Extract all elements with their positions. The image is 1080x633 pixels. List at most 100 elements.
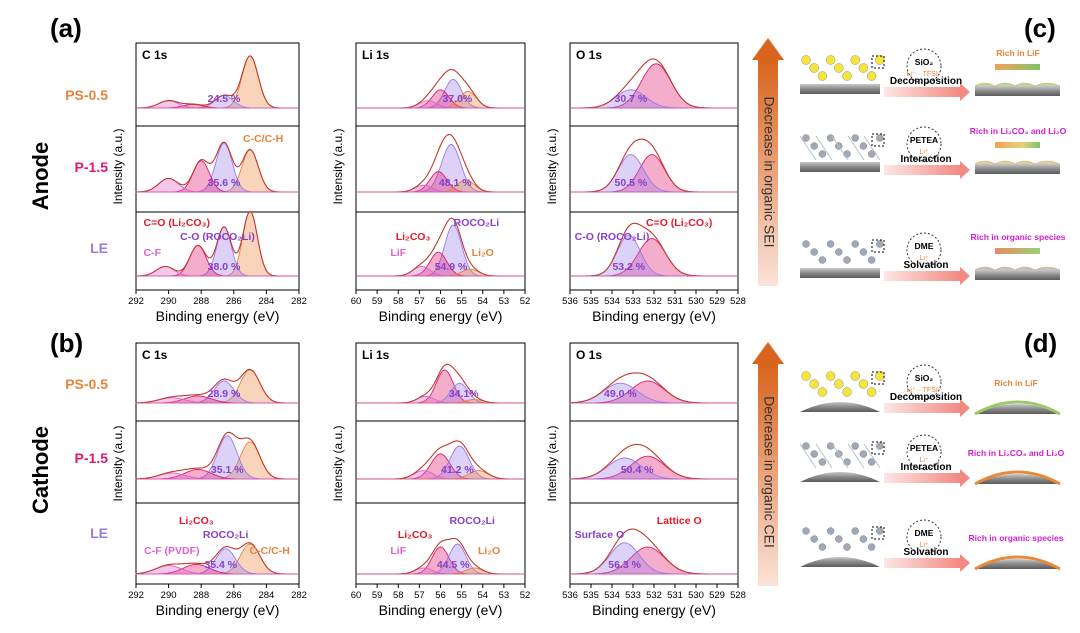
chart-b-1: Li 1s 60 59 58 57 56 55 54 53 52 Binding energy (e…: [331, 342, 530, 618]
chart-a-1: Li 1s 60 59 58 57 56 55 54 53 52 Binding energy (e…: [331, 42, 531, 324]
x-tick-label: 58: [393, 590, 404, 601]
electrolyte-particle: [876, 240, 884, 248]
zoom-circle: [906, 126, 942, 162]
chart-a-0: C 1s 292 290 288 286 284 282 Binding energy (eV…: [111, 42, 307, 324]
electrolyte-particle: [818, 150, 827, 158]
peak-annotation: Lattice O: [657, 515, 702, 527]
electrolyte-particle: [843, 256, 851, 264]
electrolyte-particle: [826, 240, 835, 248]
electrode-substrate: [800, 84, 880, 94]
sample-label-le-cathode: LE: [90, 525, 108, 541]
electrolyte-particle: [858, 63, 869, 73]
electrolyte-particle: [834, 379, 844, 389]
circle-ion-label: Li⁺: [919, 149, 928, 156]
sei-layer: [974, 160, 1061, 165]
process-arrow: [884, 558, 960, 568]
x-tick-label: 528: [730, 296, 746, 307]
electrolyte-particle: [851, 240, 859, 248]
zoom-box: [871, 133, 885, 147]
electrolyte-particle: [851, 134, 859, 142]
chart-title: O 1s: [576, 348, 602, 362]
electrolyte-particle: [867, 256, 876, 264]
electrolyte-particle: [859, 535, 868, 543]
peak-annotation: C-C/C-H: [243, 133, 283, 145]
peak-annotation: C-O (ROCO₂Li): [575, 231, 650, 243]
chart-a-2: O 1s 536 535 534 533 532 531 530 529 528 Binding e…: [545, 42, 746, 324]
x-tick-label: 282: [291, 590, 307, 601]
electrolyte-particle: [859, 450, 868, 458]
envelope-line: [136, 55, 299, 109]
peak-annotation: 50.5 %: [615, 177, 648, 189]
electrode-substrate: [800, 472, 880, 482]
peak-annotation: 54.9 %: [435, 261, 468, 273]
peak-annotation: C-O (ROCO₂Li): [180, 231, 255, 243]
panel-label-b: (b): [50, 328, 83, 358]
peak-annotation: 35.6 %: [208, 177, 241, 189]
x-tick-label: 60: [351, 296, 362, 307]
peak-annotation: C-C/C-H: [250, 545, 290, 557]
result-label: Rich in Li₂CO₃ and Li₂O: [968, 448, 1065, 458]
polymer-chain: [847, 135, 865, 161]
electrolyte-particle: [842, 387, 852, 397]
electrode-substrate: [800, 557, 880, 567]
electrolyte-particle: [867, 543, 876, 551]
process-arrow: [884, 473, 960, 483]
x-tick-label: 532: [646, 296, 662, 307]
circle-ion-label: Li⁺···TFSI⁻: [907, 71, 942, 78]
x-axis-label: Binding energy (eV): [156, 602, 280, 618]
sample-label-p-cathode: P-1.5: [75, 450, 109, 466]
x-tick-label: 533: [625, 296, 641, 307]
electrolyte-particle: [876, 442, 884, 450]
peak-annotation: Li₂CO₃: [396, 231, 431, 243]
peak-annotation: 35.1 %: [211, 464, 244, 476]
y-axis-label: Intensity (a.u.): [331, 425, 345, 501]
x-tick-label: 292: [128, 590, 144, 601]
polymer-chain: [815, 443, 833, 469]
envelope-line: [136, 368, 299, 404]
x-tick-label: 53: [499, 296, 510, 307]
peak-annotation: Li₂O: [472, 247, 494, 259]
zoom-circle: [906, 364, 942, 400]
peak-annotation: Li₂CO₃: [398, 529, 433, 541]
peak-annotation: ROCO₂Li: [449, 515, 495, 527]
electrolyte-particle: [818, 458, 827, 466]
process-label: Decomposition: [890, 392, 962, 403]
electrolyte-particle: [817, 387, 828, 397]
electrolyte-particle: [802, 442, 810, 450]
envelope-line: [136, 141, 299, 193]
circle-ion-label: Li⁺: [919, 457, 928, 464]
x-tick-label: 532: [646, 590, 662, 601]
electrolyte-particle: [876, 134, 884, 142]
electrolyte-particle: [825, 55, 836, 65]
x-tick-label: 52: [520, 296, 531, 307]
peak-annotation: C=O (Li₂CO₃): [646, 217, 712, 229]
x-axis-label: Binding energy (eV): [156, 308, 280, 324]
peak-annotation: 48.1 %: [439, 177, 472, 189]
x-tick-label: 535: [583, 296, 599, 307]
polymer-chain: [847, 443, 865, 469]
result-substrate: [975, 270, 1060, 280]
x-tick-label: 536: [562, 590, 578, 601]
peak-annotation: ROCO₂Li: [203, 529, 249, 541]
polymer-chain: [831, 443, 849, 469]
process-arrowhead: [960, 267, 970, 285]
x-tick-label: 531: [667, 296, 683, 307]
organic-cei-arrow-text: Decrease in organic CEI: [761, 396, 777, 548]
result-substrate: [975, 86, 1060, 96]
x-tick-label: 54: [477, 590, 488, 601]
peak-annotation: 37.0%: [443, 93, 473, 105]
x-tick-label: 531: [667, 590, 683, 601]
polymer-chain: [863, 135, 881, 161]
x-tick-label: 292: [128, 296, 144, 307]
peak-annotation: C-F (PVDF): [144, 545, 199, 557]
electrolyte-particle: [825, 371, 836, 381]
peak-annotation: ROCO₂Li: [454, 217, 500, 229]
electrolyte-particle: [850, 371, 860, 381]
electrolyte-particle: [826, 527, 835, 535]
xps-charts: C 1s 292 290 288 286 284 282 Binding energy (eV…: [111, 42, 746, 618]
zoom-circle: [906, 434, 942, 470]
x-tick-label: 59: [372, 590, 383, 601]
peak-annotation: C-F: [144, 247, 162, 259]
x-tick-label: 53: [499, 590, 510, 601]
